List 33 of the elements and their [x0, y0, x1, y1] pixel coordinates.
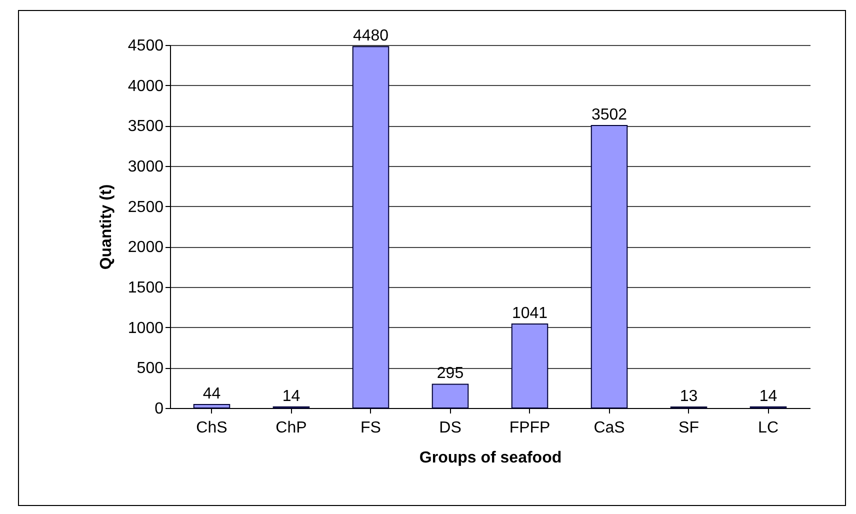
y-axis-title: Quantity (t) — [98, 184, 115, 270]
x-tick-label: LC — [758, 420, 778, 436]
bar — [511, 324, 548, 408]
x-tick-label: CaS — [594, 420, 625, 436]
x-tick-label: DS — [439, 420, 462, 436]
y-tick-label: 2000 — [128, 239, 164, 256]
data-label: 4480 — [352, 28, 389, 45]
bar — [432, 384, 469, 408]
y-tick-label: 3000 — [128, 158, 164, 176]
x-tick-label: ChP — [276, 420, 307, 436]
y-tick-label: 500 — [136, 360, 164, 378]
y-tick-label: 1000 — [128, 320, 164, 337]
x-tick-label: ChS — [196, 420, 228, 436]
x-tick-label: FPFP — [509, 420, 550, 436]
bar — [193, 404, 230, 408]
data-label: 295 — [436, 365, 464, 382]
data-label: 14 — [759, 388, 778, 405]
data-label: 14 — [282, 388, 300, 405]
bar — [352, 46, 390, 408]
bar — [590, 125, 628, 408]
data-label: 13 — [680, 388, 698, 405]
y-tick-label: 3500 — [128, 118, 164, 136]
x-tick-label: FS — [360, 420, 381, 436]
y-tick-label: 2500 — [128, 198, 164, 216]
data-label: 1041 — [512, 305, 548, 322]
x-tick-label: SF — [678, 420, 700, 436]
y-tick-label: 4500 — [128, 38, 164, 54]
data-label: 3502 — [591, 106, 628, 124]
x-axis-title: Groups of seafood — [419, 450, 562, 466]
y-tick-label: 0 — [154, 400, 164, 418]
data-label: 44 — [202, 385, 221, 402]
y-tick-label: 1500 — [128, 280, 164, 296]
y-tick-label: 4000 — [128, 78, 164, 95]
